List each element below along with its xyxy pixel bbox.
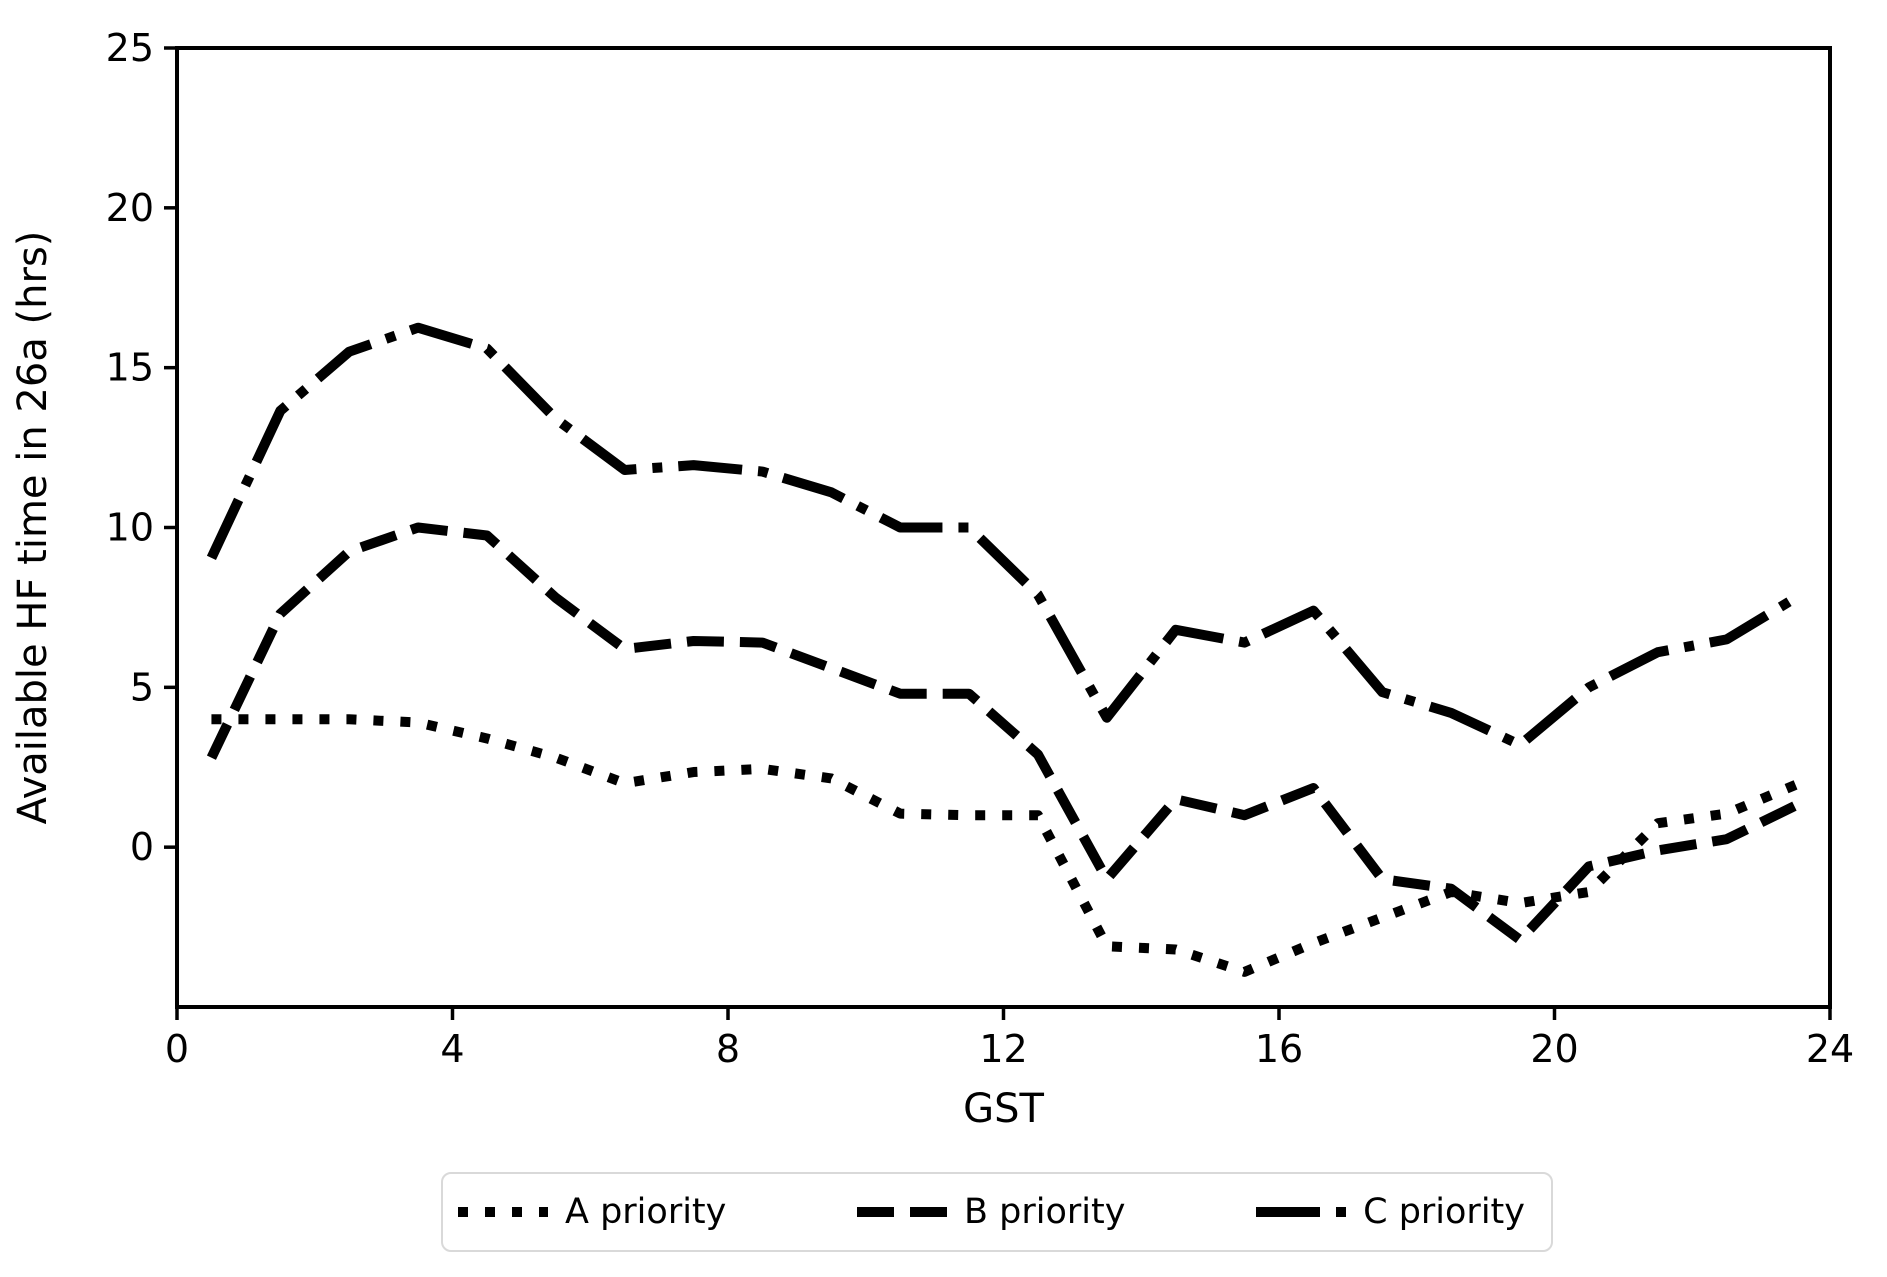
x-axis-label: GST (963, 1086, 1044, 1132)
y-tick-label: 10 (106, 506, 154, 550)
y-tick-label: 25 (106, 26, 154, 70)
x-tick-label: 0 (165, 1027, 189, 1071)
axis-tick-labels: 0 4 8 12 16 20 24 0 5 10 15 20 25 (106, 26, 1855, 1071)
series-line-b-priority (206, 522, 1798, 945)
legend: A priority B priority C priority (441, 1172, 1553, 1252)
x-tick-label: 12 (979, 1027, 1027, 1071)
y-tick-label: 5 (130, 665, 154, 709)
plot-border (175, 46, 1832, 1009)
legend-item-a-priority: A priority (457, 1192, 726, 1232)
x-tick-label: 20 (1530, 1027, 1578, 1071)
x-tick-label: 16 (1255, 1027, 1303, 1071)
legend-line-sample-dotted (458, 1207, 548, 1217)
legend-line-sample-dashed (857, 1207, 948, 1217)
y-tick-label: 0 (130, 825, 154, 869)
legend-line-sample-dashdot (1256, 1207, 1347, 1217)
x-tick-label: 24 (1806, 1027, 1854, 1071)
y-tick-label: 15 (106, 346, 154, 390)
y-tick-label: 20 (106, 186, 154, 230)
series-line-a-priority (211, 714, 1798, 977)
legend-label: B priority (964, 1192, 1126, 1232)
axis-ticks (164, 46, 1832, 1020)
legend-label: C priority (1363, 1192, 1525, 1232)
series-line-c-priority (206, 322, 1799, 750)
legend-item-b-priority: B priority (856, 1192, 1125, 1232)
x-tick-label: 8 (716, 1027, 740, 1071)
y-axis-label: Available HF time in 26a (hrs) (10, 231, 56, 825)
series-lines (206, 322, 1799, 977)
legend-item-c-priority: C priority (1255, 1192, 1525, 1232)
legend-label: A priority (565, 1192, 727, 1232)
x-tick-label: 4 (440, 1027, 464, 1071)
